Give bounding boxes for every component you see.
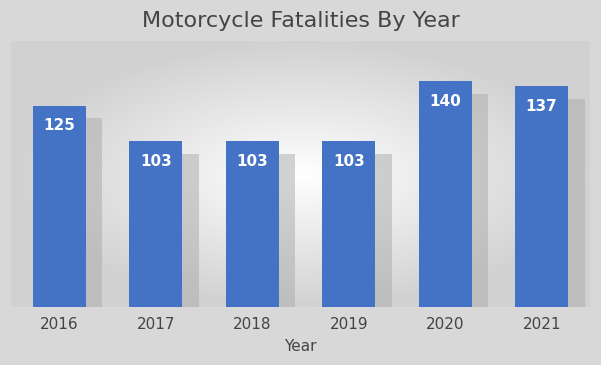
X-axis label: Year: Year [284,339,317,354]
Bar [142,154,199,314]
Text: 140: 140 [429,94,461,109]
Bar [322,141,375,307]
Bar [33,105,86,307]
Bar [528,99,585,314]
Text: 103: 103 [236,154,268,169]
Text: 137: 137 [526,99,558,114]
Bar [335,154,392,314]
Title: Motorcycle Fatalities By Year: Motorcycle Fatalities By Year [142,11,459,31]
Bar [419,81,472,307]
Bar [226,141,279,307]
Bar [431,94,488,314]
Bar [515,86,568,307]
Text: 125: 125 [43,119,75,134]
Text: 103: 103 [140,154,172,169]
Bar [129,141,182,307]
Text: 103: 103 [333,154,365,169]
Bar [45,119,102,314]
Bar [238,154,295,314]
